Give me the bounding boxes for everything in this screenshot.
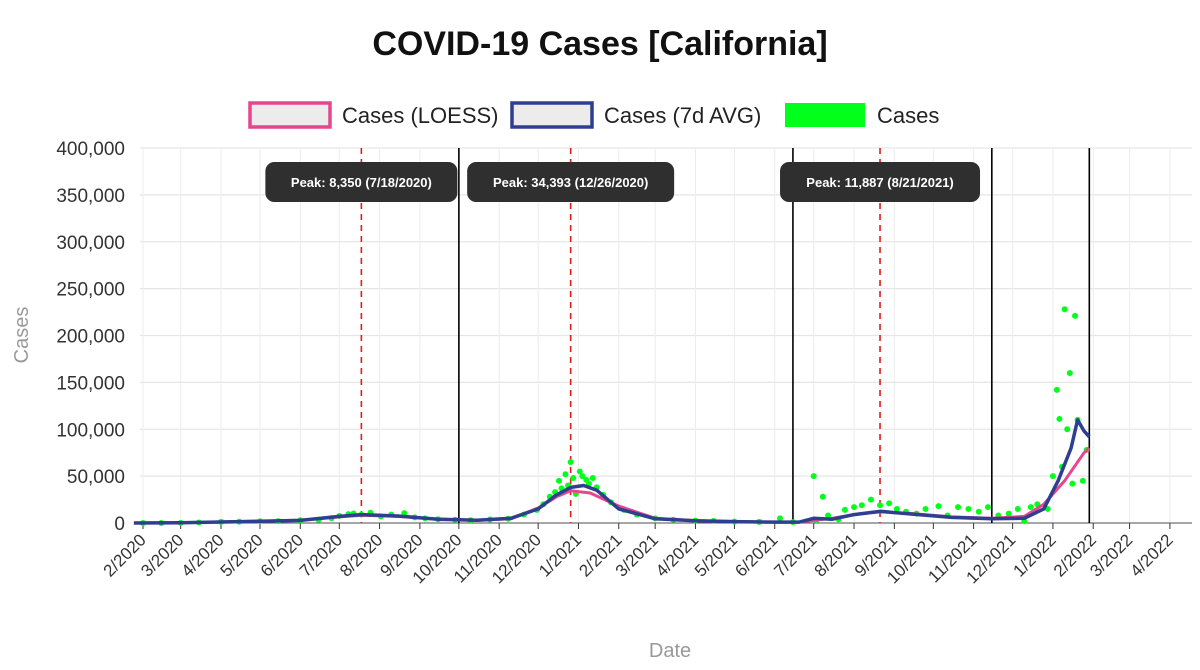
cases-point	[858, 502, 865, 509]
cases-point	[1014, 505, 1021, 512]
peak-label: Peak: 8,350 (7/18/2020)	[291, 175, 432, 190]
cases-point	[1056, 415, 1063, 422]
chart-title: COVID-19 Cases [California]	[372, 25, 827, 63]
y-axis: 0 50,000 100,000 150,000 200,000 250,000 300,0…	[56, 139, 125, 535]
cases-point	[570, 475, 577, 481]
cases-point	[1069, 480, 1076, 487]
y-tick-label: 0	[114, 514, 125, 535]
grid	[140, 147, 1192, 524]
cases-point	[579, 473, 586, 480]
legend-swatch-cases	[785, 103, 865, 127]
cases-point	[1066, 370, 1073, 376]
x-tick-label: 1/2021	[535, 530, 585, 580]
cases-point	[955, 504, 962, 511]
x-tick-label: 1/2022	[1010, 530, 1060, 580]
cases-point	[1064, 426, 1071, 433]
cases-point	[1079, 477, 1086, 484]
cases-point	[867, 496, 874, 503]
y-axis-title: Cases	[11, 307, 33, 364]
loess-line	[133, 446, 1091, 525]
x-tick-label: 8/2021	[811, 530, 861, 580]
peak-label: Peak: 11,887 (8/21/2021)	[806, 175, 953, 190]
x-tick-label: 4/2021	[652, 530, 702, 580]
legend-label: Cases	[877, 103, 939, 128]
cases-point	[1061, 306, 1068, 313]
x-tick-label: 6/2020	[257, 530, 307, 580]
cases-point	[935, 503, 942, 510]
cases-point	[877, 502, 884, 509]
series-lines	[133, 418, 1091, 525]
y-tick-label: 200,000	[56, 327, 125, 348]
cases-point	[1027, 504, 1034, 511]
cases-point	[1053, 386, 1060, 393]
cases-point	[562, 471, 569, 478]
y-tick-label: 100,000	[56, 420, 125, 441]
peak-label-box	[467, 162, 675, 202]
peak-label-box	[780, 162, 981, 202]
x-tick-label: 6/2021	[731, 530, 781, 580]
x-tick-label: 3/2020	[137, 530, 187, 580]
cases-point	[810, 473, 817, 480]
y-tick-label: 300,000	[56, 233, 125, 254]
cases-point	[886, 500, 893, 507]
cases-point	[776, 515, 783, 522]
cases-point	[825, 512, 832, 519]
legend-swatch-loess	[248, 101, 332, 129]
peak-label: Peak: 34,393 (12/26/2020)	[493, 175, 648, 190]
x-axis-title: Date	[649, 640, 691, 662]
cases-point	[576, 468, 583, 475]
x-tick-label: 8/2020	[336, 530, 386, 580]
x-axis: 2/20203/20204/20205/20206/20207/20208/20…	[100, 522, 1192, 587]
legend-swatch-avg7d	[510, 101, 594, 129]
cases-point	[1005, 510, 1012, 517]
peak-label-box	[265, 162, 458, 202]
cases-point	[975, 508, 982, 515]
x-tick-label: 4/2022	[1127, 530, 1177, 580]
cases-point	[965, 505, 972, 512]
cases-point	[819, 493, 826, 500]
legend: Cases (LOESS) Cases (7d AVG) Cases	[248, 101, 939, 129]
y-tick-label: 50,000	[67, 467, 125, 488]
legend-label: Cases (7d AVG)	[604, 103, 761, 128]
cases-point	[841, 506, 848, 513]
cases-point	[893, 505, 900, 512]
x-tick-label: 7/2020	[296, 530, 346, 580]
legend-label: Cases (LOESS)	[342, 103, 499, 128]
peak-annotations: Peak: 8,350 (7/18/2020) Peak: 34,393 (12/…	[265, 162, 981, 202]
x-tick-label: 5/2020	[217, 530, 267, 580]
cases-point	[567, 459, 574, 466]
cases-point	[1049, 473, 1056, 480]
x-tick-label: 4/2020	[178, 530, 228, 580]
avg7d-line	[133, 418, 1091, 525]
x-tick-label: 5/2021	[691, 530, 741, 580]
cases-point	[922, 505, 929, 512]
cases-point	[1072, 312, 1079, 319]
y-tick-label: 350,000	[56, 186, 125, 207]
cases-point	[984, 504, 991, 511]
x-tick-label: 7/2021	[770, 530, 820, 580]
cases-point	[851, 504, 858, 511]
y-tick-label: 250,000	[56, 280, 125, 301]
cases-scatter	[139, 306, 1090, 526]
y-tick-label: 400,000	[56, 139, 125, 160]
y-tick-label: 150,000	[56, 373, 125, 394]
cases-point	[589, 475, 596, 481]
cases-point	[555, 477, 562, 484]
